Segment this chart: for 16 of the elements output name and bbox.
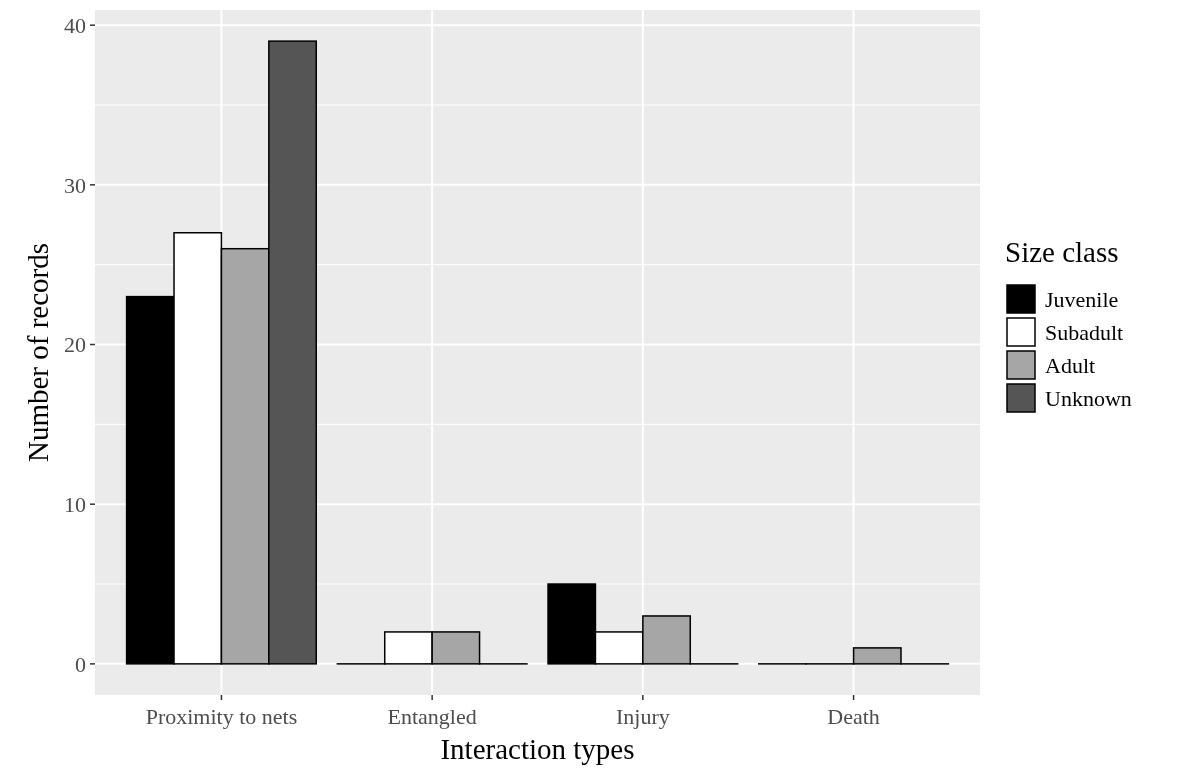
- y-axis-title: Number of records: [22, 242, 54, 463]
- legend-label: Unknown: [1045, 385, 1132, 411]
- y-tick-label: 30: [64, 172, 86, 198]
- x-tick-label: Entangled: [387, 704, 477, 729]
- legend-label: Subadult: [1045, 319, 1124, 345]
- x-tick-label: Injury: [615, 704, 670, 729]
- legend-label: Juvenile: [1045, 286, 1119, 312]
- x-tick-label: Proximity to nets: [145, 704, 298, 729]
- legend-title: Size class: [1005, 236, 1119, 268]
- y-tick-label: 0: [75, 651, 86, 677]
- y-tick-label: 40: [64, 12, 86, 38]
- legend-label: Adult: [1045, 352, 1096, 378]
- y-tick-label: 20: [64, 332, 86, 358]
- x-axis-title: Interaction types: [440, 733, 635, 765]
- x-tick-label: Death: [827, 704, 880, 729]
- y-tick-label: 10: [64, 491, 86, 517]
